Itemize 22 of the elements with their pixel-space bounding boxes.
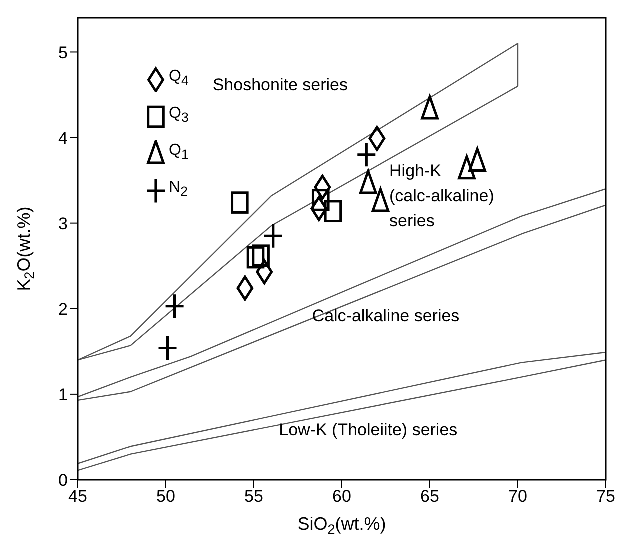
annotation: High-K (calc-alkaline) series	[390, 161, 494, 230]
legend-label: Q$_{3}$	[169, 105, 189, 126]
legend-label: Q$_{4}$	[169, 68, 189, 89]
y-tick-label: 0	[58, 471, 68, 490]
legend-label: Q$_{1}$	[169, 142, 189, 163]
x-tick-label: 55	[244, 487, 264, 506]
annotation: Shoshonite series	[212, 76, 348, 95]
x-axis-title: SiO$_{2}$(wt.%)	[298, 514, 386, 536]
y-tick-label: 2	[58, 300, 68, 319]
legend-label: N$_{2}$	[169, 179, 188, 200]
x-tick-label: 75	[596, 487, 616, 506]
annotation: Calc-alkaline series	[312, 306, 460, 326]
x-tick-label: 45	[68, 487, 88, 506]
annotation: Low-K (Tholeiite) series	[279, 420, 458, 440]
y-tick-label: 4	[58, 128, 68, 148]
y-tick-label: 3	[58, 214, 68, 234]
y-tick-label: 5	[58, 43, 68, 62]
x-tick-label: 70	[508, 487, 528, 506]
x-tick-label: 50	[156, 487, 176, 506]
x-tick-label: 65	[420, 487, 440, 506]
y-tick-label: 1	[58, 385, 68, 404]
x-tick-label: 60	[332, 487, 352, 506]
